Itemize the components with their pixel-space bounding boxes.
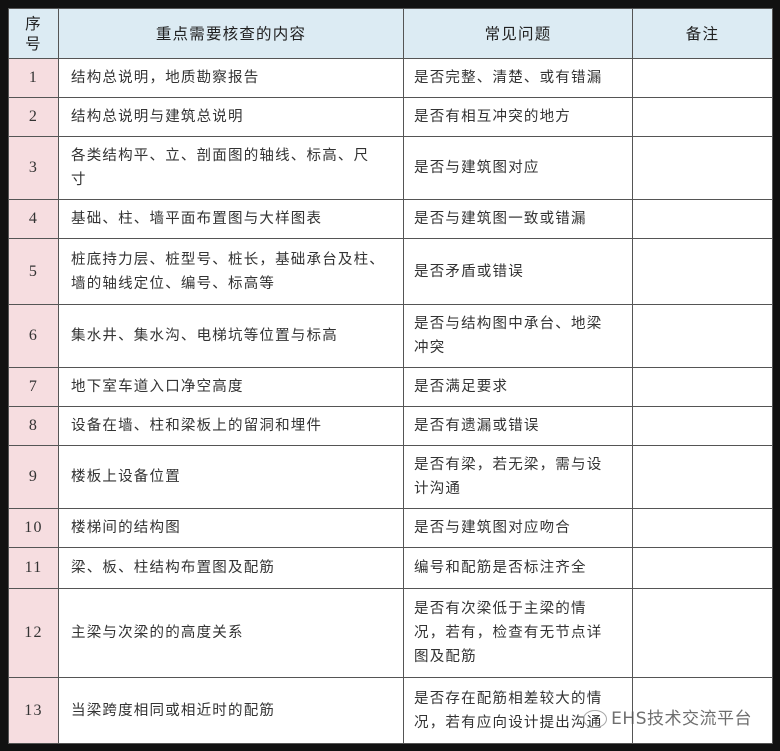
row-content: 结构总说明，地质勘察报告 bbox=[58, 58, 404, 98]
row-issue: 是否完整、清楚、或有错漏 bbox=[403, 58, 633, 98]
table-row: 8 设备在墙、柱和梁板上的留洞和埋件 是否有遗漏或错误 bbox=[8, 406, 773, 446]
row-issue: 是否有遗漏或错误 bbox=[403, 406, 633, 446]
header-issue: 常见问题 bbox=[403, 8, 633, 59]
row-number: 9 bbox=[8, 445, 59, 509]
row-note bbox=[632, 547, 773, 589]
row-content: 主梁与次梁的的高度关系 bbox=[58, 588, 404, 678]
row-content: 当梁跨度相同或相近时的配筋 bbox=[58, 677, 404, 744]
row-note bbox=[632, 677, 773, 744]
row-note bbox=[632, 238, 773, 305]
table-row: 6 集水井、集水沟、电梯坑等位置与标高 是否与结构图中承台、地梁 冲突 bbox=[8, 304, 773, 368]
row-number: 1 bbox=[8, 58, 59, 98]
wechat-icon bbox=[583, 710, 608, 728]
row-issue: 是否有次梁低于主梁的情 况，若有，检查有无节点详 图及配筋 bbox=[403, 588, 633, 678]
row-content: 设备在墙、柱和梁板上的留洞和埋件 bbox=[58, 406, 404, 446]
row-content: 集水井、集水沟、电梯坑等位置与标高 bbox=[58, 304, 404, 368]
table-row: 3 各类结构平、立、剖面图的轴线、标高、尺 寸是否与建筑图对应 bbox=[8, 136, 773, 200]
row-number: 2 bbox=[8, 97, 59, 137]
row-number: 5 bbox=[8, 238, 59, 305]
row-note bbox=[632, 199, 773, 239]
table-row: 10 楼梯间的结构图 是否与建筑图对应吻合 bbox=[8, 508, 773, 548]
row-note bbox=[632, 304, 773, 368]
watermark: EHS技术交流平台 bbox=[583, 704, 752, 729]
row-content: 基础、柱、墙平面布置图与大样图表 bbox=[58, 199, 404, 239]
row-issue: 是否与建筑图一致或错漏 bbox=[403, 199, 633, 239]
row-note bbox=[632, 406, 773, 446]
table-row: 9 楼板上设备位置 是否有梁，若无梁，需与设 计沟通 bbox=[8, 445, 773, 509]
row-note bbox=[632, 588, 773, 678]
row-number: 10 bbox=[8, 508, 59, 548]
table-row: 7 地下室车道入口净空高度 是否满足要求 bbox=[8, 367, 773, 407]
row-content: 楼梯间的结构图 bbox=[58, 508, 404, 548]
row-issue: 编号和配筋是否标注齐全 bbox=[403, 547, 633, 589]
table-row: 5 桩底持力层、桩型号、桩长，基础承台及柱、 墙的轴线定位、编号、标高等 是否矛盾或… bbox=[8, 238, 773, 305]
row-issue: 是否与建筑图对应吻合 bbox=[403, 508, 633, 548]
row-number: 3 bbox=[8, 136, 59, 200]
table-row: 11 梁、板、柱结构布置图及配筋 编号和配筋是否标注齐全 bbox=[8, 547, 773, 589]
header-row: 序 号 重点需要核查的内容 常见问题 备注 bbox=[8, 8, 773, 59]
row-content: 桩底持力层、桩型号、桩长，基础承台及柱、 墙的轴线定位、编号、标高等 bbox=[58, 238, 404, 305]
row-note bbox=[632, 367, 773, 407]
header-content: 重点需要核查的内容 bbox=[58, 8, 404, 59]
header-num: 序 号 bbox=[8, 8, 59, 59]
row-content: 各类结构平、立、剖面图的轴线、标高、尺 寸 bbox=[58, 136, 404, 200]
row-content: 地下室车道入口净空高度 bbox=[58, 367, 404, 407]
row-note bbox=[632, 58, 773, 98]
row-issue: 是否满足要求 bbox=[403, 367, 633, 407]
row-issue: 是否矛盾或错误 bbox=[403, 238, 633, 305]
row-number: 8 bbox=[8, 406, 59, 446]
row-issue: 是否与结构图中承台、地梁 冲突 bbox=[403, 304, 633, 368]
row-number: 4 bbox=[8, 199, 59, 239]
row-content: 楼板上设备位置 bbox=[58, 445, 404, 509]
row-note bbox=[632, 97, 773, 137]
table-row: 12 主梁与次梁的的高度关系 是否有次梁低于主梁的情 况，若有，检查有无节点详 图及… bbox=[8, 588, 773, 678]
row-number: 6 bbox=[8, 304, 59, 368]
row-issue: 是否有相互冲突的地方 bbox=[403, 97, 633, 137]
row-note bbox=[632, 445, 773, 509]
row-number: 11 bbox=[8, 547, 59, 589]
watermark-text: EHS技术交流平台 bbox=[611, 709, 752, 729]
row-issue: 是否有梁，若无梁，需与设 计沟通 bbox=[403, 445, 633, 509]
table-row: 1 结构总说明，地质勘察报告 是否完整、清楚、或有错漏 bbox=[8, 58, 773, 98]
row-number: 12 bbox=[8, 588, 59, 678]
row-content: 结构总说明与建筑总说明 bbox=[58, 97, 404, 137]
table-row: 2 结构总说明与建筑总说明 是否有相互冲突的地方 bbox=[8, 97, 773, 137]
row-number: 13 bbox=[8, 677, 59, 744]
table-frame: 序 号 重点需要核查的内容 常见问题 备注 1 结构总说明，地质勘察报告 是否完整、… bbox=[8, 8, 773, 744]
row-content: 梁、板、柱结构布置图及配筋 bbox=[58, 547, 404, 589]
row-note bbox=[632, 136, 773, 200]
structure-check-table: 序 号 重点需要核查的内容 常见问题 备注 1 结构总说明，地质勘察报告 是否完整、… bbox=[8, 8, 773, 744]
table-row: 4 基础、柱、墙平面布置图与大样图表 是否与建筑图一致或错漏 bbox=[8, 199, 773, 239]
row-note bbox=[632, 508, 773, 548]
row-number: 7 bbox=[8, 367, 59, 407]
row-issue: 是否与建筑图对应 bbox=[403, 136, 633, 200]
header-note: 备注 bbox=[632, 8, 773, 59]
table-row: 13 当梁跨度相同或相近时的配筋 是否存在配筋相差较大的情 况，若有应向设计提出沟通 bbox=[8, 677, 773, 744]
